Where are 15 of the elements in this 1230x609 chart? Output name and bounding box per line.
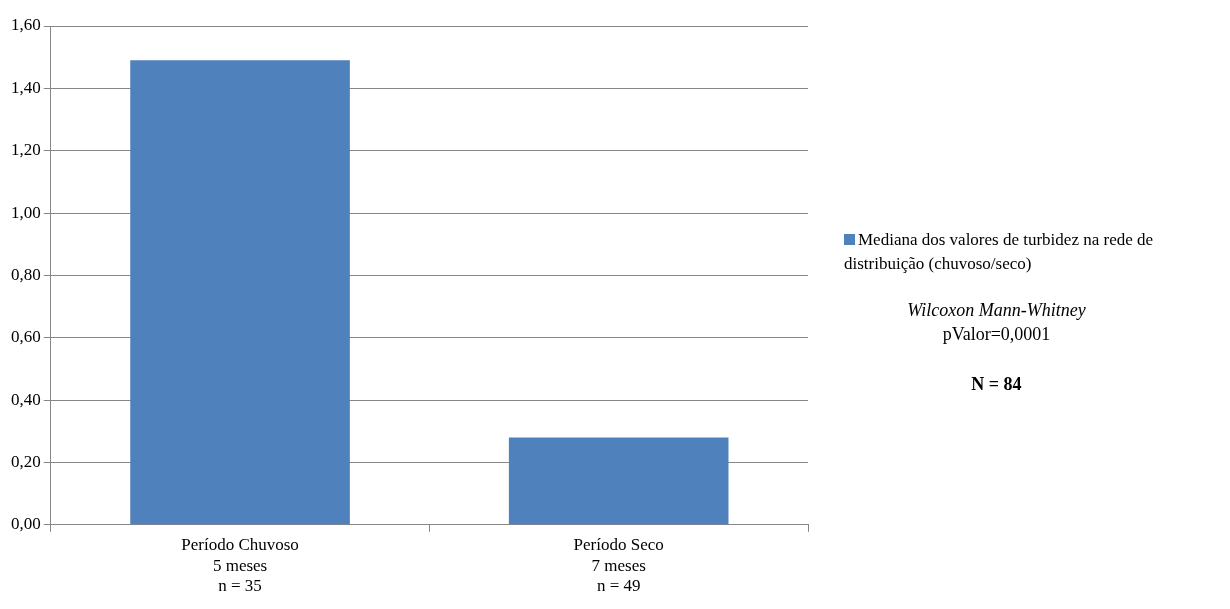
y-tick-label: 0,20 <box>11 451 41 471</box>
y-tick-label: 1,00 <box>11 202 41 222</box>
text: Wilcoxon Mann-Whitney <box>906 299 1087 322</box>
text: N = 84 <box>970 373 1023 396</box>
y-tick-label: 0,80 <box>11 264 41 284</box>
y-tick-label: 1,40 <box>11 77 41 97</box>
y-tick-label: 1,60 <box>11 15 41 35</box>
y-tick-label: 0,60 <box>11 327 41 347</box>
y-tick-label: 1,20 <box>11 140 41 160</box>
y-tick-label: 0,40 <box>11 389 41 409</box>
x-tick-label: Período Chuvoso 5 meses n = 35 <box>181 535 299 596</box>
y-tick-label: 0,00 <box>11 514 41 534</box>
x-tick-label: Período Seco 7 meses n = 49 <box>573 535 664 596</box>
legend-label: Mediana dos valores de turbidez na rede de distribuição (chuvoso/seco) <box>844 230 1154 273</box>
text: pValor=0,0001 <box>941 323 1052 346</box>
